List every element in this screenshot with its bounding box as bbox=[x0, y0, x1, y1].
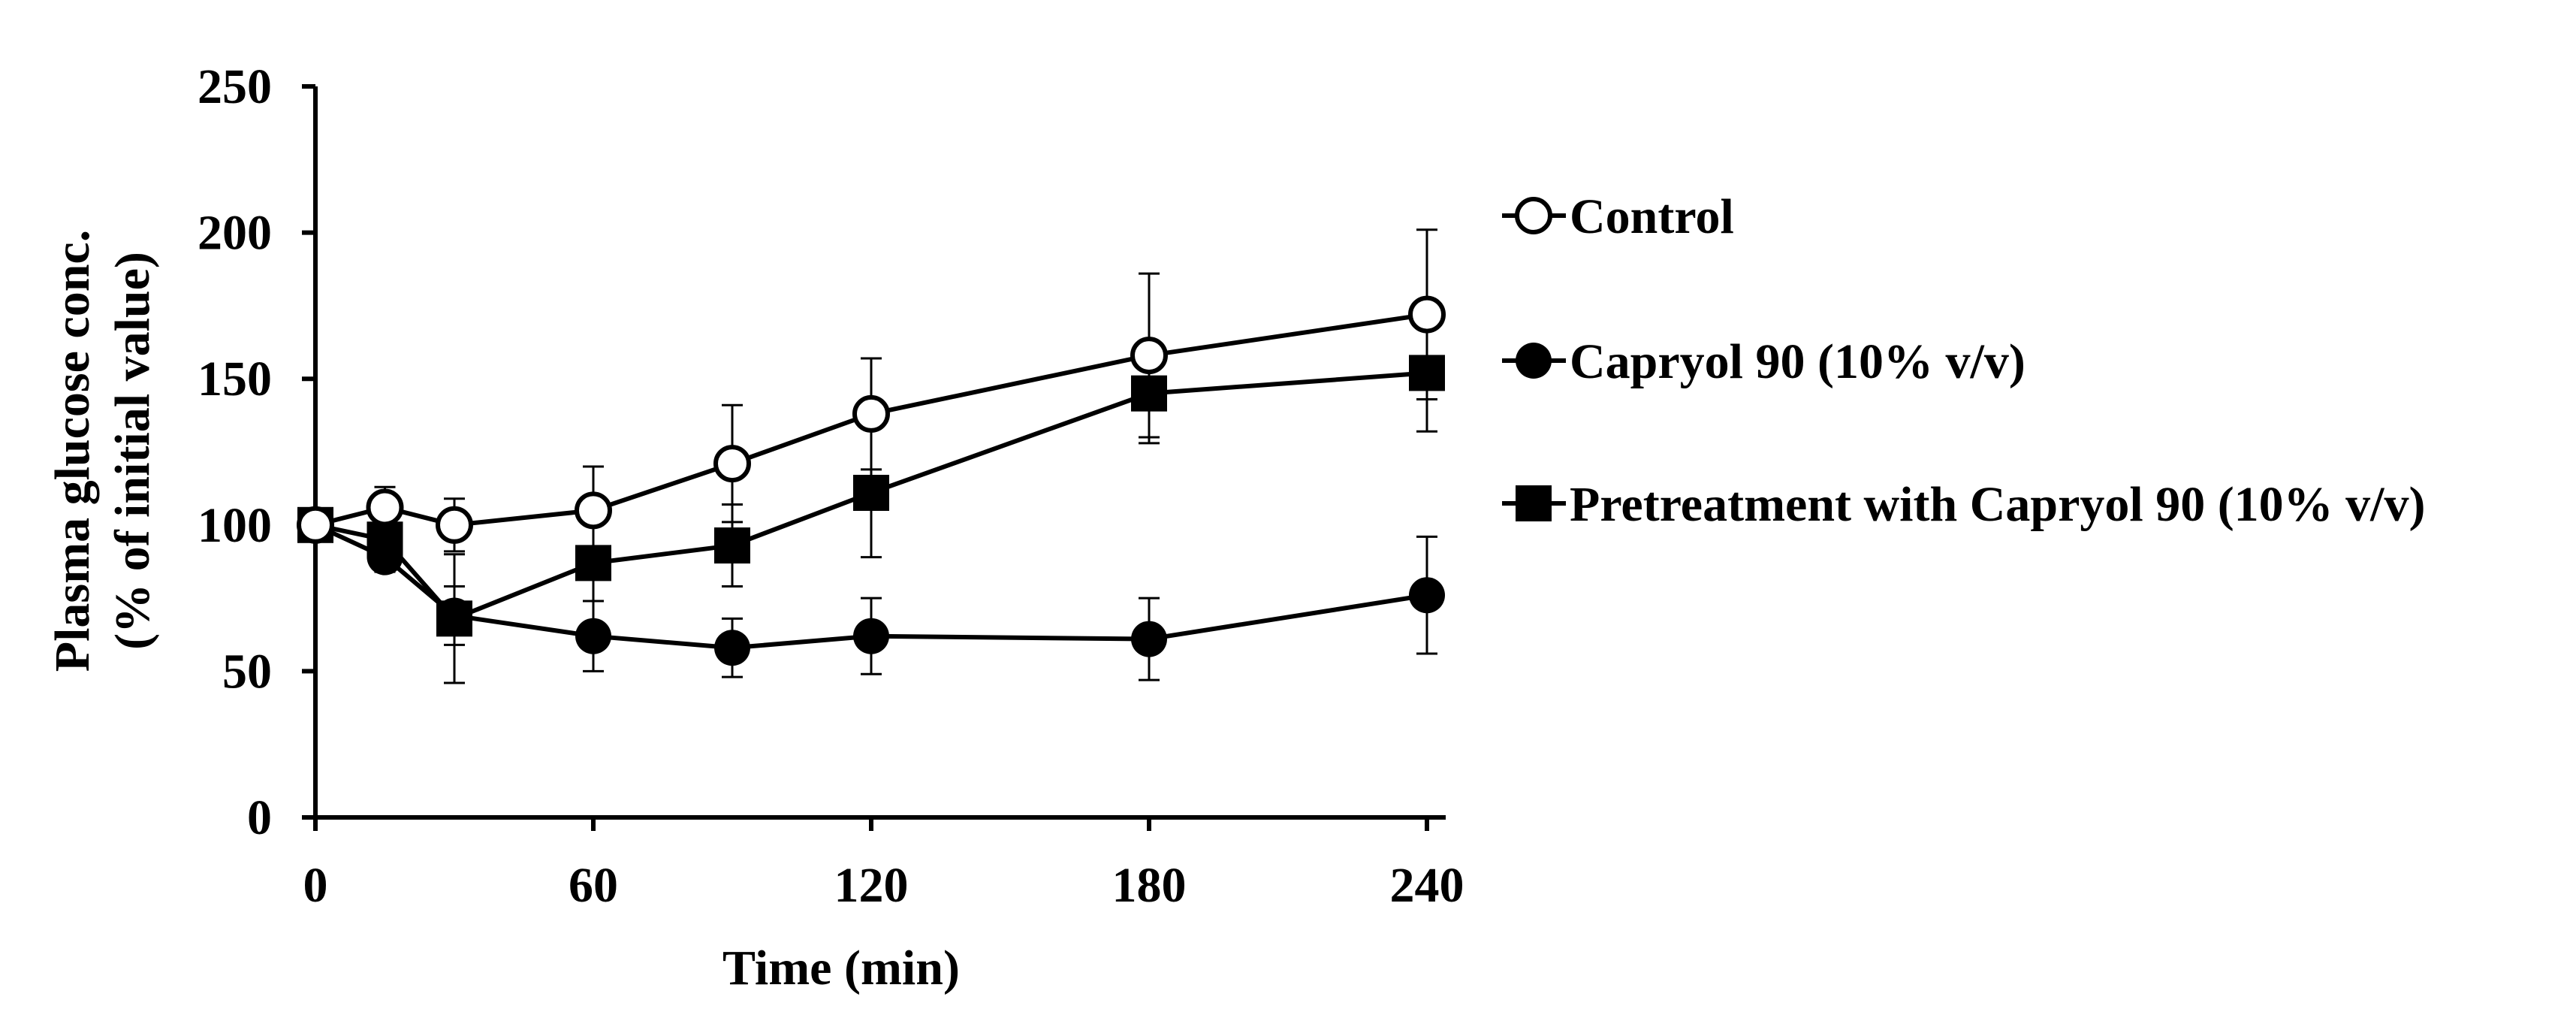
legend-entry-pretreatment: Pretreatment with Capryol 90 (10% v/v) bbox=[1502, 477, 2426, 532]
legend-label-capryol: Capryol 90 (10% v/v) bbox=[1570, 334, 2026, 389]
data-point-capryol bbox=[714, 630, 750, 666]
legend: Control Capryol 90 (10% v/v) Pretreatmen… bbox=[1502, 189, 2426, 532]
y-tick-label: 150 bbox=[198, 352, 272, 406]
data-point-capryol bbox=[436, 597, 472, 634]
data-point-control bbox=[1408, 295, 1446, 334]
data-point-control bbox=[713, 445, 751, 483]
legend-entry-control: Control bbox=[1502, 189, 1734, 244]
series-layer bbox=[297, 228, 1446, 684]
data-point-control bbox=[297, 506, 334, 544]
legend-entry-capryol: Capryol 90 (10% v/v) bbox=[1502, 334, 2026, 389]
data-point-control bbox=[852, 394, 890, 433]
data-point-capryol bbox=[575, 618, 611, 654]
legend-marker-pretreatment bbox=[1516, 485, 1552, 521]
y-tick-label: 100 bbox=[198, 498, 272, 553]
series-control bbox=[297, 228, 1446, 556]
series-capryol bbox=[297, 506, 1445, 681]
data-point-pretreatment bbox=[714, 527, 750, 564]
x-ticks: 0 60 120 180 240 bbox=[303, 817, 1464, 913]
x-tick-label: 240 bbox=[1390, 858, 1464, 913]
y-tick-label: 50 bbox=[222, 644, 272, 699]
data-point-capryol bbox=[366, 539, 403, 575]
legend-marker-control bbox=[1515, 197, 1552, 234]
data-point-capryol bbox=[1131, 621, 1167, 657]
x-tick-label: 120 bbox=[834, 858, 909, 913]
data-point-control bbox=[575, 491, 612, 530]
y-ticks: 0 50 100 150 200 250 bbox=[198, 59, 315, 845]
y-axis-title-line1: Plasma glucose conc. bbox=[45, 230, 100, 672]
y-axis-title-line2: (% of initial value) bbox=[105, 252, 160, 650]
data-point-pretreatment bbox=[853, 474, 889, 511]
data-point-control bbox=[366, 488, 404, 527]
x-tick-label: 0 bbox=[303, 858, 328, 913]
legend-label-pretreatment: Pretreatment with Capryol 90 (10% v/v) bbox=[1570, 477, 2426, 532]
data-point-capryol bbox=[853, 618, 889, 654]
legend-marker-capryol bbox=[1516, 343, 1552, 379]
data-point-control bbox=[1130, 337, 1168, 375]
y-tick-label: 0 bbox=[247, 790, 272, 845]
x-axis-title: Time (min) bbox=[722, 941, 960, 995]
y-tick-label: 250 bbox=[198, 59, 272, 114]
y-tick-label: 200 bbox=[198, 206, 272, 261]
legend-label-control: Control bbox=[1570, 189, 1734, 244]
x-tick-label: 180 bbox=[1112, 858, 1187, 913]
x-tick-label: 60 bbox=[569, 858, 618, 913]
data-point-control bbox=[436, 506, 473, 544]
data-point-capryol bbox=[1409, 577, 1445, 614]
